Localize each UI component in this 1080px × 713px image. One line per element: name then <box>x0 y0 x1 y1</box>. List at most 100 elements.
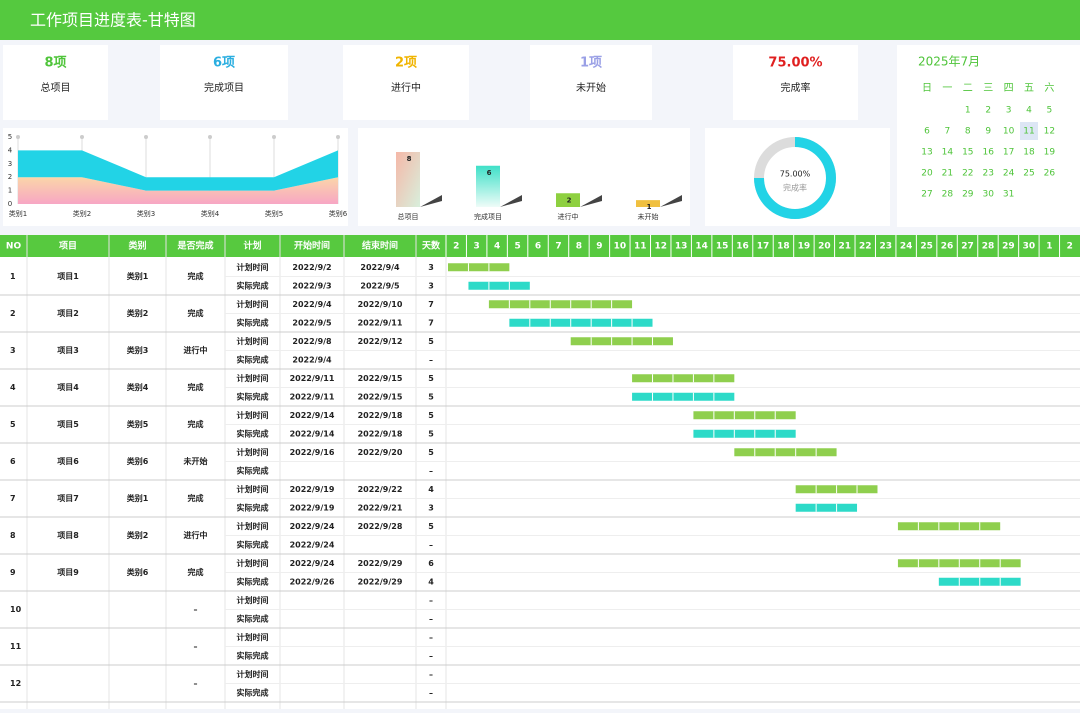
x-tick-label: 类别5 <box>265 209 283 218</box>
cell-category: 类别2 <box>127 308 149 318</box>
calendar-day: 5 <box>1047 106 1053 116</box>
day-header: 19 <box>798 242 811 252</box>
bar <box>556 193 580 207</box>
cell-status: 完成 <box>188 308 204 318</box>
plan-label: 实际完成 <box>237 280 269 290</box>
end-date: 2022/9/15 <box>358 374 403 383</box>
cell-no: 9 <box>10 568 16 577</box>
calendar-day: 7 <box>945 127 951 137</box>
end-date: 2022/9/28 <box>358 522 403 531</box>
end-date: 2022/9/12 <box>358 337 403 346</box>
header-bar <box>0 0 1080 40</box>
end-date: 2022/9/29 <box>358 577 403 586</box>
cell-no: 6 <box>10 457 16 466</box>
days: 5 <box>428 411 434 420</box>
start-date: 2022/9/14 <box>290 429 335 438</box>
kpi-card <box>160 45 288 120</box>
calendar-day: 28 <box>942 190 954 200</box>
calendar-day: 25 <box>1023 169 1034 179</box>
cell-status: 进行中 <box>184 345 208 355</box>
day-header: 25 <box>920 242 933 252</box>
kpi-label: 总项目 <box>41 81 71 94</box>
gantt-bar <box>468 281 530 290</box>
days: – <box>429 614 433 623</box>
y-tick-label: 3 <box>8 160 12 168</box>
days: – <box>429 688 433 697</box>
donut-arc <box>754 137 836 219</box>
category-dot <box>16 135 20 139</box>
cell-category: 类别2 <box>127 530 149 540</box>
category-dot <box>336 135 340 139</box>
calendar-day: 20 <box>921 169 933 179</box>
start-date: 2022/9/16 <box>290 448 335 457</box>
end-date: 2022/9/4 <box>360 263 400 272</box>
cell-no: 2 <box>10 309 16 318</box>
calendar-day: 21 <box>942 169 953 179</box>
cell-no: 7 <box>10 494 16 503</box>
start-date: 2022/9/11 <box>290 374 335 383</box>
kpi-label: 完成率 <box>781 81 811 94</box>
cell-project: 项目5 <box>57 420 79 429</box>
start-date: 2022/9/24 <box>290 522 335 531</box>
kpi-value: 75.00% <box>768 56 822 71</box>
gantt-bar <box>448 263 510 272</box>
calendar-day: 18 <box>1023 148 1035 158</box>
kpi-card <box>733 45 858 120</box>
gantt-bar <box>509 318 653 327</box>
cell-project: 项目2 <box>57 309 79 318</box>
day-header: 14 <box>695 242 708 252</box>
days: 5 <box>428 392 434 401</box>
column-header: 计划 <box>243 240 261 252</box>
day-header: 17 <box>757 242 770 252</box>
bar-shadow <box>660 195 682 207</box>
days: 7 <box>428 300 434 309</box>
bar <box>476 165 500 207</box>
day-header: 22 <box>859 242 872 252</box>
cell-status: – <box>194 605 198 614</box>
x-tick-label: 类别4 <box>201 209 220 218</box>
day-header: 24 <box>900 242 913 252</box>
plan-label: 实际完成 <box>237 317 269 327</box>
cell-status: 进行中 <box>184 530 208 540</box>
x-tick-label: 类别2 <box>73 209 91 218</box>
kpi-card <box>343 45 469 120</box>
weekday: 日 <box>922 83 932 94</box>
cell-category: 类别1 <box>127 271 149 281</box>
y-tick-label: 5 <box>8 133 12 141</box>
cell-category: 类别5 <box>127 419 149 429</box>
cell-category: 类别3 <box>127 345 149 355</box>
column-header: 天数 <box>422 240 441 252</box>
day-header: 2 <box>1067 242 1073 252</box>
cell-project: 项目7 <box>57 494 79 503</box>
bar-shadow <box>500 195 522 207</box>
cell-no: 10 <box>10 605 22 614</box>
kpi-value: 8项 <box>44 56 66 71</box>
days: – <box>429 670 433 679</box>
calendar-day: 30 <box>982 190 994 200</box>
plan-label: 计划时间 <box>237 521 269 531</box>
start-date: 2022/9/11 <box>290 392 335 401</box>
bar-shadow <box>420 195 442 207</box>
x-tick-label: 类别1 <box>9 209 27 218</box>
weekday: 三 <box>983 83 993 94</box>
cell-status: 完成 <box>188 382 204 392</box>
days: 4 <box>428 577 434 586</box>
cell-no: 5 <box>10 420 16 429</box>
days: 5 <box>428 374 434 383</box>
cell-status: 完成 <box>188 493 204 503</box>
day-header: 27 <box>961 242 974 252</box>
plan-label: 计划时间 <box>237 373 269 383</box>
x-tick-label: 完成项目 <box>474 212 502 221</box>
plan-label: 计划时间 <box>237 336 269 346</box>
calendar-day: 8 <box>965 127 971 137</box>
donut-value: 75.00% <box>780 170 811 179</box>
column-header: 类别 <box>128 240 146 252</box>
column-header: 是否完成 <box>176 240 213 252</box>
plan-label: 实际完成 <box>237 391 269 401</box>
area-series <box>18 150 338 191</box>
page-title: 工作项目进度表-甘特图 <box>30 11 196 30</box>
cell-category: 类别6 <box>127 567 149 577</box>
days: – <box>429 633 433 642</box>
day-header: 12 <box>654 242 667 252</box>
day-header: 18 <box>777 242 790 252</box>
